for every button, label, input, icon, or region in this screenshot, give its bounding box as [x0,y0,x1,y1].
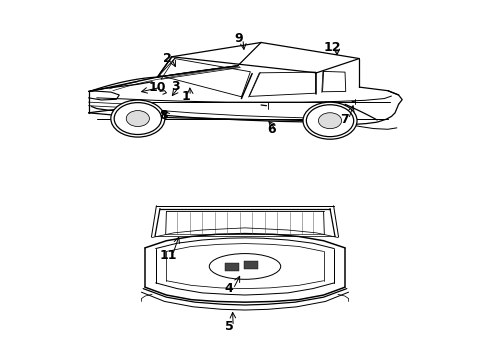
Text: 10: 10 [149,81,166,94]
Text: 7: 7 [340,113,349,126]
Ellipse shape [126,111,149,126]
Text: 5: 5 [224,320,233,333]
Text: 11: 11 [159,248,177,261]
FancyBboxPatch shape [245,261,258,269]
Text: 8: 8 [159,109,168,122]
Text: 6: 6 [268,123,276,136]
Text: 2: 2 [163,52,172,65]
Text: 3: 3 [171,80,180,93]
Ellipse shape [209,253,281,279]
Text: 1: 1 [182,90,191,103]
Ellipse shape [111,100,165,137]
Text: 9: 9 [234,32,243,45]
FancyBboxPatch shape [225,263,239,271]
Text: 4: 4 [224,283,233,296]
Ellipse shape [318,113,342,129]
Ellipse shape [306,105,354,137]
Ellipse shape [114,103,162,135]
Text: 12: 12 [324,41,341,54]
Ellipse shape [303,102,357,139]
